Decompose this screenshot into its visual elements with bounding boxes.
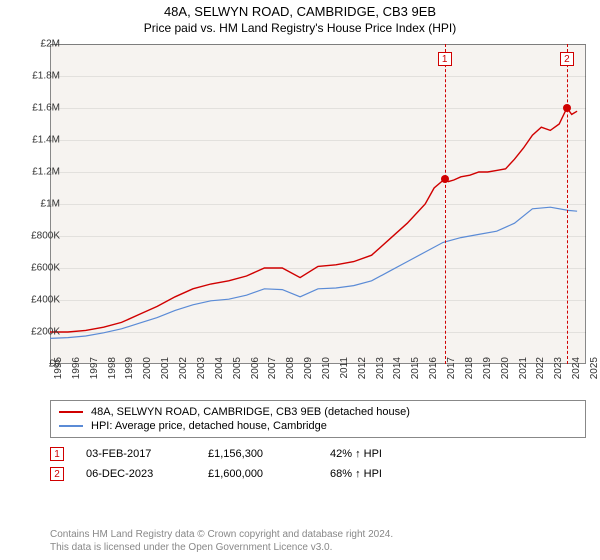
- plot-area: 1995199619971998199920002001200220032004…: [50, 44, 586, 364]
- sales-row-marker: 2: [50, 467, 64, 481]
- y-tick-label: £1.8M: [20, 71, 60, 82]
- y-tick-label: £2M: [20, 39, 60, 50]
- sale-marker-dot: [563, 104, 571, 112]
- sales-row-price: £1,600,000: [208, 468, 308, 480]
- title-address: 48A, SELWYN ROAD, CAMBRIDGE, CB3 9EB: [0, 4, 600, 19]
- y-tick-label: £1.6M: [20, 103, 60, 114]
- y-tick-label: £1.2M: [20, 167, 60, 178]
- sales-row-marker: 1: [50, 447, 64, 461]
- y-tick-label: £1M: [20, 199, 60, 210]
- sales-row-delta: 42% ↑ HPI: [330, 448, 382, 460]
- y-tick-label: £1.4M: [20, 135, 60, 146]
- legend-row: 48A, SELWYN ROAD, CAMBRIDGE, CB3 9EB (de…: [59, 405, 577, 419]
- sales-row: 2 06-DEC-2023 £1,600,000 68% ↑ HPI: [50, 464, 586, 484]
- footer-line1: Contains HM Land Registry data © Crown c…: [50, 528, 393, 541]
- y-tick-label: £600K: [20, 263, 60, 274]
- legend-and-sales: 48A, SELWYN ROAD, CAMBRIDGE, CB3 9EB (de…: [50, 400, 586, 484]
- titles: 48A, SELWYN ROAD, CAMBRIDGE, CB3 9EB Pri…: [0, 0, 600, 35]
- sale-marker-box: 1: [438, 52, 452, 66]
- legend-label-property: 48A, SELWYN ROAD, CAMBRIDGE, CB3 9EB (de…: [91, 406, 410, 418]
- y-tick-label: £400K: [20, 295, 60, 306]
- sales-row-date: 06-DEC-2023: [86, 468, 186, 480]
- series-line-property: [50, 108, 577, 332]
- y-tick-label: £200K: [20, 327, 60, 338]
- sales-row: 1 03-FEB-2017 £1,156,300 42% ↑ HPI: [50, 444, 586, 464]
- legend-label-hpi: HPI: Average price, detached house, Camb…: [91, 420, 327, 432]
- chart-container: 48A, SELWYN ROAD, CAMBRIDGE, CB3 9EB Pri…: [0, 0, 600, 560]
- legend-box: 48A, SELWYN ROAD, CAMBRIDGE, CB3 9EB (de…: [50, 400, 586, 438]
- footer-attribution: Contains HM Land Registry data © Crown c…: [50, 528, 393, 554]
- sale-marker-box: 2: [560, 52, 574, 66]
- line-series: [50, 44, 586, 364]
- footer-line2: This data is licensed under the Open Gov…: [50, 541, 393, 554]
- legend-swatch-property: [59, 411, 83, 413]
- sales-table: 1 03-FEB-2017 £1,156,300 42% ↑ HPI 2 06-DEC-2…: [50, 444, 586, 484]
- y-tick-label: £0: [20, 359, 60, 370]
- y-tick-label: £800K: [20, 231, 60, 242]
- x-tick-label: 2025: [589, 357, 600, 385]
- sale-marker-dot: [441, 175, 449, 183]
- title-subtitle: Price paid vs. HM Land Registry's House …: [0, 21, 600, 35]
- sales-row-price: £1,156,300: [208, 448, 308, 460]
- sales-row-date: 03-FEB-2017: [86, 448, 186, 460]
- legend-row: HPI: Average price, detached house, Camb…: [59, 419, 577, 433]
- sales-row-delta: 68% ↑ HPI: [330, 468, 382, 480]
- legend-swatch-hpi: [59, 425, 83, 427]
